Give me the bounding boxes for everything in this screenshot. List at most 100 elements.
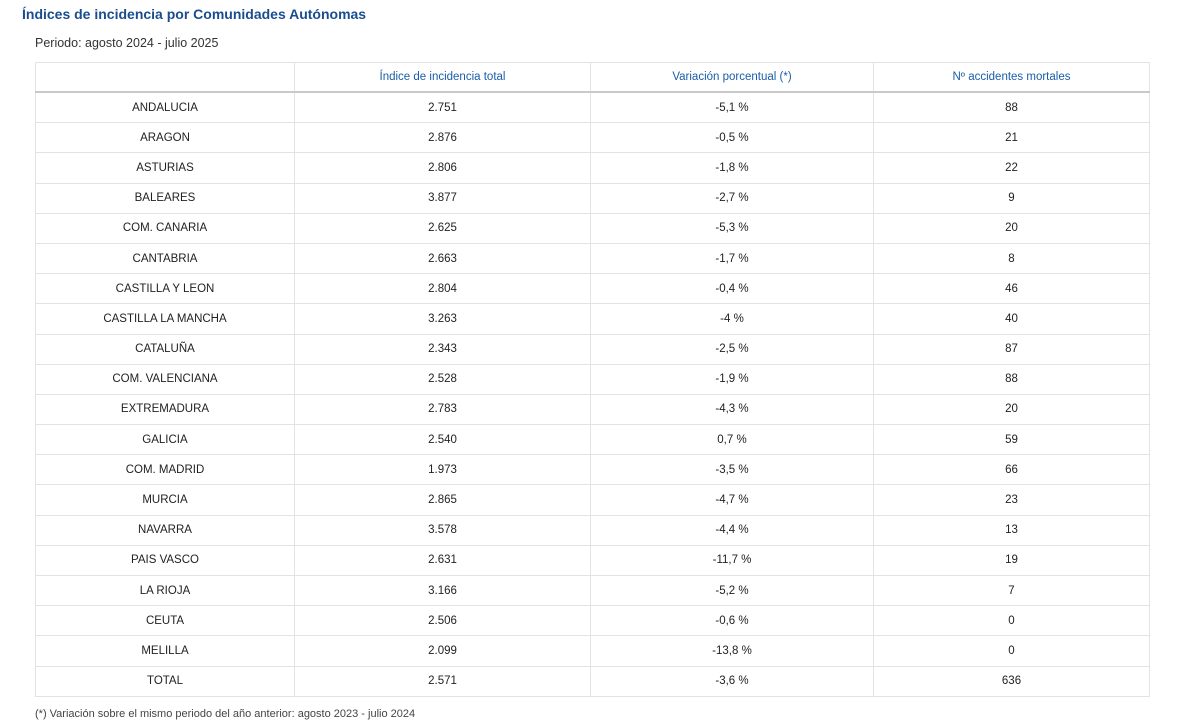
fatal-accidents-cell: 40 xyxy=(873,303,1150,335)
percent-variation-cell: -3,5 % xyxy=(590,454,874,486)
fatal-accidents-cell: 0 xyxy=(873,605,1150,637)
table-row: CANTABRIA 2.663 -1,7 % 8 xyxy=(35,242,1150,275)
table-row: GALICIA 2.540 0,7 % 59 xyxy=(35,424,1150,456)
incidence-index-cell: 2.783 xyxy=(294,393,591,426)
table-row: MURCIA 2.865 -4,7 % 23 xyxy=(35,484,1150,516)
percent-variation-cell: -4,3 % xyxy=(590,393,874,426)
percent-variation-cell: -4 % xyxy=(590,303,874,335)
region-cell: GALICIA xyxy=(35,424,295,456)
incidence-index-cell: 3.166 xyxy=(294,574,591,607)
column-header-incidence-index: Índice de incidencia total xyxy=(294,62,591,93)
incidence-index-cell: 3.877 xyxy=(294,182,591,214)
region-cell: BALEARES xyxy=(35,182,295,214)
fatal-accidents-cell: 22 xyxy=(873,152,1150,184)
region-cell: TOTAL xyxy=(35,665,295,697)
percent-variation-cell: -0,6 % xyxy=(590,605,874,637)
region-cell: ARAGON xyxy=(35,122,295,154)
incidence-index-cell: 3.263 xyxy=(294,303,591,335)
table-row: EXTREMADURA 2.783 -4,3 % 20 xyxy=(35,393,1150,426)
fatal-accidents-cell: 19 xyxy=(873,544,1150,577)
region-cell: CATALUÑA xyxy=(35,333,295,365)
region-cell: LA RIOJA xyxy=(35,574,295,607)
percent-variation-cell: -0,4 % xyxy=(590,273,874,305)
region-cell: MELILLA xyxy=(35,635,295,667)
fatal-accidents-cell: 20 xyxy=(873,212,1150,244)
percent-variation-cell: -5,3 % xyxy=(590,212,874,244)
table-row: COM. VALENCIANA 2.528 -1,9 % 88 xyxy=(35,363,1150,395)
percent-variation-cell: -1,8 % xyxy=(590,152,874,184)
region-cell: CASTILLA Y LEON xyxy=(35,273,295,305)
footnote: (*) Variación sobre el mismo periodo del… xyxy=(35,708,416,720)
region-cell: COM. VALENCIANA xyxy=(35,363,295,395)
percent-variation-cell: -13,8 % xyxy=(590,635,874,667)
fatal-accidents-cell: 59 xyxy=(873,424,1150,456)
incidence-index-cell: 2.876 xyxy=(294,122,591,154)
incidence-index-cell: 2.625 xyxy=(294,212,591,244)
fatal-accidents-cell: 13 xyxy=(873,514,1150,546)
percent-variation-cell: -1,9 % xyxy=(590,363,874,395)
fatal-accidents-cell: 9 xyxy=(873,182,1150,214)
table-row: ASTURIAS 2.806 -1,8 % 22 xyxy=(35,152,1150,184)
incidence-index-cell: 2.751 xyxy=(294,91,591,124)
percent-variation-cell: -4,4 % xyxy=(590,514,874,546)
region-cell: CANTABRIA xyxy=(35,242,295,275)
page-title: Índices de incidencia por Comunidades Au… xyxy=(22,6,367,22)
column-header-fatal-accidents: Nº accidentes mortales xyxy=(873,62,1150,93)
table-row: CATALUÑA 2.343 -2,5 % 87 xyxy=(35,333,1150,365)
percent-variation-cell: -3,6 % xyxy=(590,665,874,697)
region-cell: ANDALUCIA xyxy=(35,91,295,124)
fatal-accidents-cell: 87 xyxy=(873,333,1150,365)
fatal-accidents-cell: 88 xyxy=(873,91,1150,124)
percent-variation-cell: -5,2 % xyxy=(590,574,874,607)
region-cell: CASTILLA LA MANCHA xyxy=(35,303,295,335)
percent-variation-cell: -4,7 % xyxy=(590,484,874,516)
table-row: BALEARES 3.877 -2,7 % 9 xyxy=(35,182,1150,214)
incidence-index-cell: 2.631 xyxy=(294,544,591,577)
table-row: MELILLA 2.099 -13,8 % 0 xyxy=(35,635,1150,667)
table-body: ANDALUCIA 2.751 -5,1 % 88 ARAGON 2.876 -0,5 % 2… xyxy=(35,91,1150,697)
table-row: COM. CANARIA 2.625 -5,3 % 20 xyxy=(35,212,1150,244)
percent-variation-cell: -11,7 % xyxy=(590,544,874,577)
table-row: ANDALUCIA 2.751 -5,1 % 88 xyxy=(35,91,1150,124)
incidence-index-cell: 2.528 xyxy=(294,363,591,395)
percent-variation-cell: 0,7 % xyxy=(590,424,874,456)
table-row: CASTILLA LA MANCHA 3.263 -4 % 40 xyxy=(35,303,1150,335)
region-cell: PAIS VASCO xyxy=(35,544,295,577)
region-cell: NAVARRA xyxy=(35,514,295,546)
incidence-index-cell: 1.973 xyxy=(294,454,591,486)
table-row: ARAGON 2.876 -0,5 % 21 xyxy=(35,122,1150,154)
region-cell: COM. CANARIA xyxy=(35,212,295,244)
incidence-index-cell: 2.571 xyxy=(294,665,591,697)
percent-variation-cell: -1,7 % xyxy=(590,242,874,275)
fatal-accidents-cell: 66 xyxy=(873,454,1150,486)
incidence-index-cell: 2.804 xyxy=(294,273,591,305)
incidence-table: Índice de incidencia total Variación por… xyxy=(35,62,1150,697)
table-row: CEUTA 2.506 -0,6 % 0 xyxy=(35,605,1150,637)
period-label: Periodo: agosto 2024 - julio 2025 xyxy=(35,36,219,50)
fatal-accidents-cell: 8 xyxy=(873,242,1150,275)
fatal-accidents-cell: 46 xyxy=(873,273,1150,305)
column-header-percent-variation: Variación porcentual (*) xyxy=(590,62,874,93)
region-cell: CEUTA xyxy=(35,605,295,637)
table-row: PAIS VASCO 2.631 -11,7 % 19 xyxy=(35,544,1150,577)
incidence-index-cell: 2.663 xyxy=(294,242,591,275)
percent-variation-cell: -2,7 % xyxy=(590,182,874,214)
table-header-row: Índice de incidencia total Variación por… xyxy=(35,62,1150,93)
fatal-accidents-cell: 0 xyxy=(873,635,1150,667)
fatal-accidents-cell: 636 xyxy=(873,665,1150,697)
fatal-accidents-cell: 21 xyxy=(873,122,1150,154)
fatal-accidents-cell: 23 xyxy=(873,484,1150,516)
incidence-index-cell: 2.099 xyxy=(294,635,591,667)
incidence-index-cell: 2.506 xyxy=(294,605,591,637)
table-row: TOTAL 2.571 -3,6 % 636 xyxy=(35,665,1150,697)
incidence-index-cell: 2.343 xyxy=(294,333,591,365)
region-cell: ASTURIAS xyxy=(35,152,295,184)
table-row: COM. MADRID 1.973 -3,5 % 66 xyxy=(35,454,1150,486)
region-cell: COM. MADRID xyxy=(35,454,295,486)
percent-variation-cell: -0,5 % xyxy=(590,122,874,154)
incidence-index-cell: 2.865 xyxy=(294,484,591,516)
region-cell: MURCIA xyxy=(35,484,295,516)
table-row: LA RIOJA 3.166 -5,2 % 7 xyxy=(35,574,1150,607)
incidence-index-cell: 3.578 xyxy=(294,514,591,546)
incidence-index-cell: 2.540 xyxy=(294,424,591,456)
